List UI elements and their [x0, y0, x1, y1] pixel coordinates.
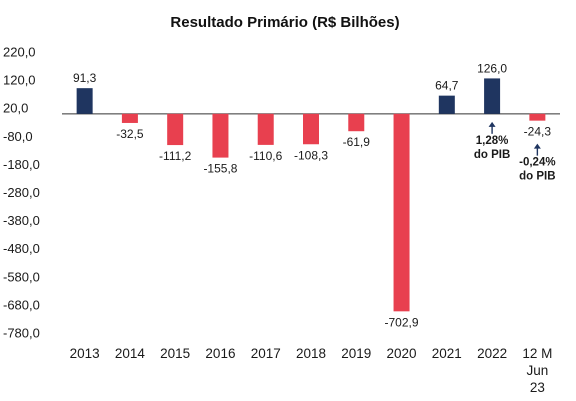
annotation-arrow-head [488, 121, 496, 127]
y-tick-label: 220,0 [3, 45, 36, 60]
data-label: -61,9 [343, 135, 371, 149]
data-label: -110,6 [249, 149, 282, 163]
bar [438, 95, 455, 114]
y-tick-label: -680,0 [3, 297, 40, 312]
y-tick-label: 120,0 [3, 73, 36, 88]
data-label: -24,3 [524, 125, 552, 139]
data-label: -32,5 [116, 127, 144, 141]
data-label: -111,2 [159, 149, 192, 163]
x-tick-label: 2014 [115, 346, 146, 361]
data-label: -108,3 [294, 148, 328, 162]
bar [484, 78, 501, 114]
x-tick-label: 2020 [387, 346, 417, 361]
x-tick-label: 2019 [341, 346, 371, 361]
data-label: 126,0 [477, 61, 507, 75]
data-label: 64,7 [435, 79, 459, 93]
y-tick-label: -180,0 [3, 157, 40, 172]
bar [393, 113, 410, 312]
y-axis: 220,0 120,0 20,0 -80,0 -180,0 -280,0 -380,0 -48… [3, 45, 560, 341]
y-tick-label: -80,0 [3, 129, 33, 144]
x-tick-label: 2016 [205, 346, 235, 361]
data-labels: 91,3 -32,5 -111,2 -155,8 -110,6 -108,3 -61,9 -7… [73, 61, 551, 329]
x-tick-label: 12 M [522, 346, 552, 361]
data-label: -155,8 [203, 162, 237, 176]
x-axis: 2013 2014 2015 2016 2017 2018 2019 2020 2021 2022… [70, 346, 553, 395]
data-label: 91,3 [73, 71, 97, 85]
annotation-text: do PIB [519, 171, 555, 183]
bar [76, 88, 93, 114]
annotation-text: -0,24% [519, 157, 555, 169]
y-tick-label: -580,0 [3, 269, 40, 284]
x-tick-label: 2013 [70, 346, 100, 361]
bar [212, 113, 229, 158]
y-tick-label: -480,0 [3, 241, 40, 256]
y-tick-label: -380,0 [3, 213, 40, 228]
bars [76, 78, 546, 312]
annotation-text: 1,28% [476, 135, 509, 147]
annotation-arrow-head [533, 143, 541, 149]
bar [167, 113, 184, 146]
x-tick-label: 23 [530, 380, 545, 395]
y-tick-label: -280,0 [3, 185, 40, 200]
x-tick-label: Jun [526, 363, 548, 378]
bar [348, 113, 365, 132]
y-tick-label: 20,0 [3, 101, 28, 116]
x-tick-label: 2021 [432, 346, 462, 361]
x-tick-label: 2018 [296, 346, 326, 361]
x-tick-label: 2017 [251, 346, 281, 361]
chart-title: Resultado Primário (R$ Bilhões) [170, 14, 399, 31]
y-tick-label: -780,0 [3, 326, 40, 341]
bar [529, 113, 546, 121]
annotations: 1,28% do PIB -0,24% do PIB [474, 121, 556, 183]
annotation-text: do PIB [474, 149, 510, 161]
bar [257, 113, 274, 145]
bar [303, 113, 319, 145]
bar [121, 113, 138, 123]
x-tick-label: 2022 [477, 346, 507, 361]
x-tick-label: 2015 [160, 346, 190, 361]
data-label: -702,9 [385, 315, 419, 329]
